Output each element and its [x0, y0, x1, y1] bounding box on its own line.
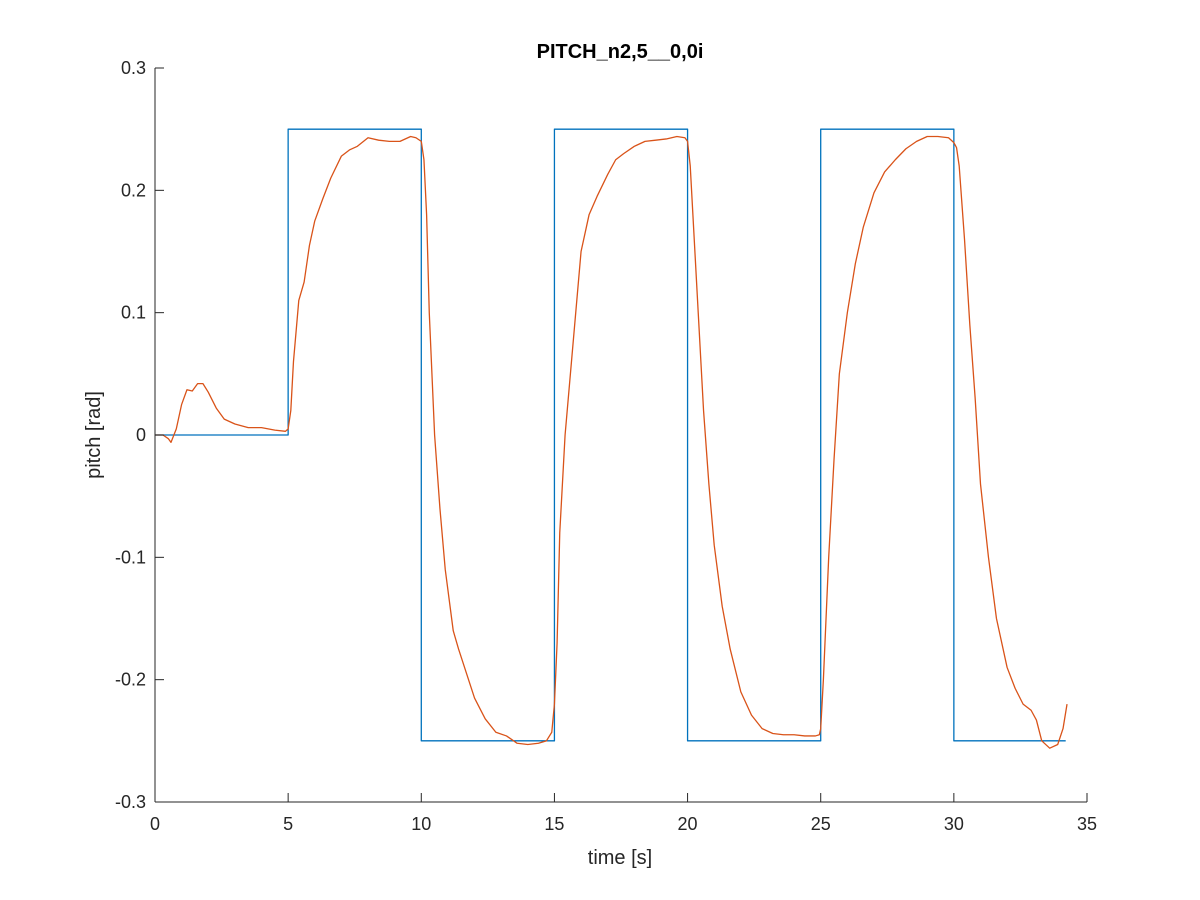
x-tick-label: 5: [283, 814, 293, 834]
y-axis-label: pitch [rad]: [83, 391, 105, 479]
x-tick-label: 0: [150, 814, 160, 834]
chart-title: PITCH_n2,5__0,0i: [537, 41, 704, 63]
x-tick-label: 30: [944, 814, 964, 834]
y-tick-label: 0.1: [121, 303, 146, 323]
series-line-1: [155, 128, 1066, 742]
x-tick-label: 15: [544, 814, 564, 834]
x-tick-label: 25: [811, 814, 831, 834]
x-axis-label: time [s]: [588, 847, 652, 869]
x-tick-label: 20: [678, 814, 698, 834]
y-tick-label: 0: [136, 425, 146, 445]
x-tick-label: 35: [1077, 814, 1097, 834]
y-tick-label: 0.3: [121, 58, 146, 78]
y-tick-label: -0.1: [115, 547, 146, 567]
y-tick-label: 0.2: [121, 180, 146, 200]
y-tick-label: -0.3: [115, 792, 146, 812]
series-line-2: [155, 135, 1068, 749]
plot-lines: [155, 128, 1068, 749]
y-tick-label: -0.2: [115, 670, 146, 690]
axes: 0 5 10 15 20 25 30 35 -0.3 -0.2 -0.1 0 0.1 0.2 0.3: [115, 58, 1097, 834]
x-tick-label: 10: [411, 814, 431, 834]
